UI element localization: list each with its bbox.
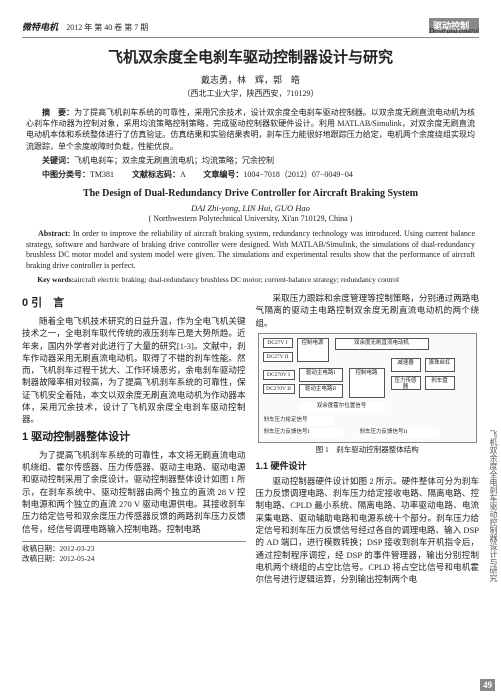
fig1-sensor: 压力传感器 (391, 376, 421, 390)
sec-0-p1: 随着全电飞机技术研究的日益升温，作为全电飞机关键技术之一，全电刹车取代传统的液压… (22, 315, 246, 426)
fig1-iso: 双余度无刷直流电动机 (335, 338, 429, 350)
abstract-en: Abstract: In order to improve the reliab… (26, 229, 475, 272)
rev-date: 改稿日期：2012-05-24 (22, 554, 246, 564)
affiliation-en: ( Northwestern Polytechnical University,… (22, 214, 479, 223)
page-number: 49 (480, 679, 495, 691)
col-left: 0 引 言 随着全电飞机技术研究的日益升温，作为全电飞机关键技术之一，全电刹车取… (22, 292, 246, 588)
classification-line: 中图分类号：TM381 文献标志码：A 文章编号：1004−7018（2012）… (26, 169, 475, 180)
kw-cn-label: 关键词： (42, 156, 74, 165)
section-label-en: Drive and control (429, 27, 479, 35)
side-tab: 飞机双余度全电刹车驱动控制器设计与研究 (485, 430, 499, 582)
header-left: 微特电机 2012 年 第 40 卷 第 7 期 (22, 20, 148, 33)
class-c: 1004−7018（2012）07−0049−04 (243, 170, 353, 179)
abstract-en-text: In order to improve the reliability of a… (26, 229, 475, 270)
fig1-disc: 刹车盘 (425, 376, 455, 390)
keywords-en: Key words:aircraft electric braking; dua… (26, 275, 475, 284)
title-en: The Design of Dual-Redundancy Drive Cont… (22, 188, 479, 199)
sec-1-heading: 1 驱动控制器整体设计 (22, 430, 246, 446)
sec-1-p1: 为了提高飞机刹车系统的可靠性，本文将无刷直流电动机绕组、霍尔传感器、压力传感器、… (22, 449, 246, 535)
fig1-press-in: 刹车压力给定信号 (263, 416, 333, 426)
kw-en-text: aircraft electric braking; dual-redundan… (74, 275, 399, 284)
class-label-a: 中图分类号： (42, 170, 90, 179)
page-header: 微特电机 2012 年 第 40 卷 第 7 期 驱动控制 Drive and … (22, 18, 479, 38)
journal-name: 微特电机 (22, 22, 58, 32)
issue-info: 2012 年 第 40 卷 第 7 期 (66, 23, 148, 32)
fig1-hall: 双余度霍尔位置信号 (299, 402, 385, 412)
fig1-press-out: 刹车压力反馈信号I (263, 428, 343, 438)
fig1-screw: 滚珠丝杠 (425, 358, 455, 372)
kw-en-label: Key words: (37, 275, 74, 284)
fig1-press-out2: 刹车压力反馈信号II (359, 428, 439, 438)
fig1-dc270-2: DC270V II (263, 384, 295, 394)
page: 微特电机 2012 年 第 40 卷 第 7 期 驱动控制 Drive and … (0, 0, 501, 697)
authors-cn: 戴志勇，林 辉，郭 皓 (22, 73, 479, 86)
body-columns: 0 引 言 随着全电飞机技术研究的日益升温，作为全电飞机关键技术之一，全电刹车取… (22, 292, 479, 588)
fig1-dspA: 控制电路 (349, 368, 385, 398)
class-a: TM381 (90, 170, 114, 179)
figure-1-caption: 图 1 刹车驱动控制器整体结构 (256, 445, 480, 456)
class-label-b: 文献标志码： (132, 170, 180, 179)
fig1-dspB: 驱动主电路II (299, 384, 343, 398)
title-cn: 飞机双余度全电刹车驱动控制器设计与研究 (22, 46, 479, 67)
abstract-cn-text: 为了提高飞机刹车系统的可靠性，采用冗余技术，设计双余度全电刹车驱动控制器。以双余… (26, 108, 475, 151)
authors-en: DAI Zhi-yong, LIN Hui, GUO Hao (22, 203, 479, 213)
fig1-gear: 减速器 (391, 358, 421, 372)
footer-dates: 收稿日期：2012-03-23 改稿日期：2012-05-24 (22, 541, 246, 564)
fig1-dc270-1: DC270V I (263, 370, 295, 380)
col-right: 采取压力跟踪和余度管理等控制策略，分别通过两路电气隔离的驱动主电路控制双余度无刷… (256, 292, 480, 588)
class-label-c: 文章编号： (203, 170, 243, 179)
fig1-dc27-1: DC27V I (263, 338, 293, 348)
fig1-dc27-2: DC27V II (263, 352, 293, 362)
recv-date: 收稿日期：2012-03-23 (22, 544, 246, 554)
col2-p1: 采取压力跟踪和余度管理等控制策略，分别通过两路电气隔离的驱动主电路控制双余度无刷… (256, 292, 480, 329)
abstract-cn: 摘 要：为了提高飞机刹车系统的可靠性，采用冗余技术，设计双余度全电刹车驱动控制器… (26, 107, 475, 152)
sec-0-heading: 0 引 言 (22, 296, 246, 312)
abstract-en-label: Abstract: (38, 229, 70, 238)
class-b: A (180, 170, 185, 179)
sec-1-1-p1: 驱动控制器硬件设计如图 2 所示。硬件整体可分为刹车压力反馈调理电路、刹车压力给… (256, 475, 480, 586)
abstract-cn-label: 摘 要： (42, 108, 74, 117)
affiliation-cn: （西北工业大学，陕西西安，710129） (22, 88, 479, 99)
kw-cn-text: 飞机电刹车；双余度无刷直流电机；均流策略；冗余控制 (74, 156, 274, 165)
fig1-drvA: 驱动主电路I (299, 368, 343, 382)
fig1-ctrl: 控制电源 (297, 338, 329, 362)
figure-1: DC27V I DC27V II 控制电源 双余度无刷直流电动机 DC270V … (258, 333, 478, 443)
sec-1-1-heading: 1.1 硬件设计 (256, 460, 480, 473)
keywords-cn: 关键词：飞机电刹车；双余度无刷直流电机；均流策略；冗余控制 (26, 155, 475, 166)
